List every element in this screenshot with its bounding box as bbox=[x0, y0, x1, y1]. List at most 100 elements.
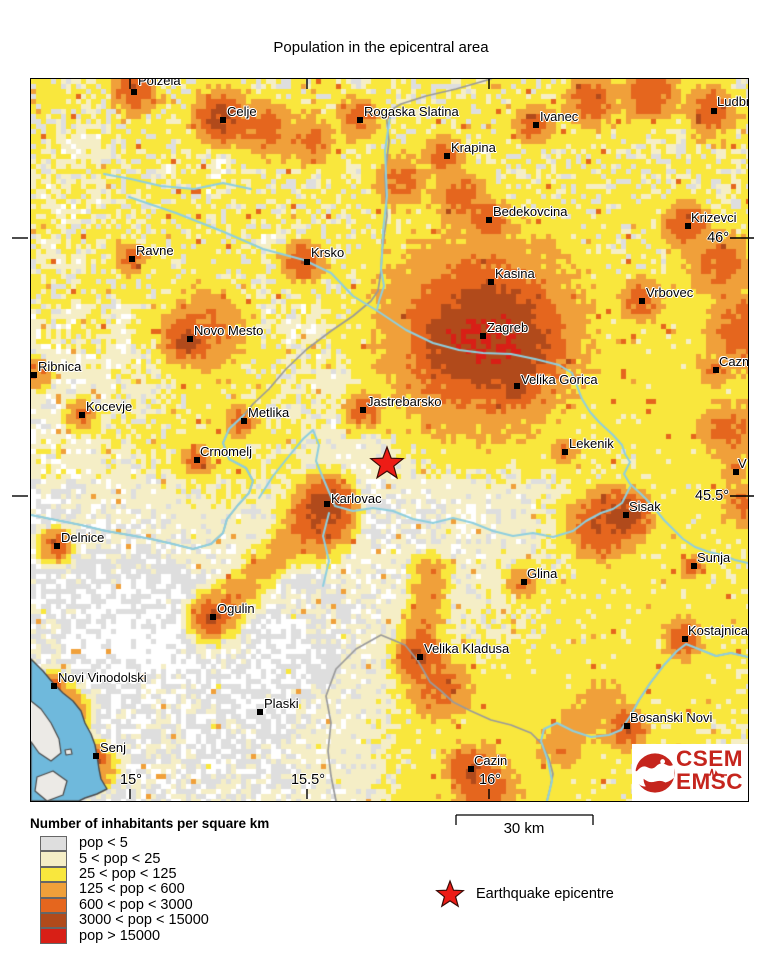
legend-row: 125 < pop < 600 bbox=[30, 881, 269, 898]
city-marker bbox=[514, 383, 520, 389]
city-marker bbox=[324, 501, 330, 507]
city-marker bbox=[521, 579, 527, 585]
city-label: Velika Gorica bbox=[521, 372, 598, 387]
city-label: Ogulin bbox=[217, 601, 255, 616]
city-marker bbox=[54, 543, 60, 549]
header-title: Population in the epicentral area bbox=[273, 39, 489, 56]
city-label: Metlika bbox=[248, 405, 290, 420]
city-label: Krizevci bbox=[691, 210, 737, 225]
city-label: Glina bbox=[527, 566, 558, 581]
city-marker bbox=[241, 418, 247, 424]
legend-row: pop < 5 bbox=[30, 835, 269, 852]
legend-swatch bbox=[40, 866, 67, 883]
city-label: Ivanec bbox=[540, 109, 579, 124]
legend-row: pop > 15000 bbox=[30, 927, 269, 944]
city-label: Celje bbox=[227, 104, 257, 119]
legend-label: 25 < pop < 125 bbox=[79, 865, 177, 882]
city-marker bbox=[480, 333, 486, 339]
population-heatmap-canvas bbox=[31, 79, 748, 801]
legend-label: pop > 15000 bbox=[79, 927, 161, 944]
legend-label: 3000 < pop < 15000 bbox=[79, 912, 209, 929]
city-label: Ludbreg bbox=[717, 94, 748, 109]
city-label: Delnice bbox=[61, 530, 105, 545]
city-label: Polzela bbox=[138, 78, 181, 88]
latitude-label: 45.5° bbox=[694, 488, 729, 504]
city-label: Zagreb bbox=[487, 320, 529, 335]
seismogram-icon bbox=[704, 768, 727, 781]
city-marker bbox=[79, 412, 85, 418]
epicentre-key-label: Earthquake epicentre bbox=[476, 886, 614, 902]
city-label: Kostajnica bbox=[688, 623, 748, 638]
legend-label: 125 < pop < 600 bbox=[79, 881, 185, 898]
city-label: V bbox=[738, 456, 747, 471]
city-marker bbox=[711, 108, 717, 114]
city-label: Vrbovec bbox=[646, 285, 694, 300]
city-label: Plaski bbox=[264, 696, 299, 711]
city-label: Kasina bbox=[495, 266, 535, 281]
city-marker bbox=[51, 683, 57, 689]
legend-row: 25 < pop < 125 bbox=[30, 865, 269, 883]
legend-row: 3000 < pop < 15000 bbox=[30, 912, 269, 929]
city-label: Senj bbox=[100, 740, 127, 755]
city-marker bbox=[623, 512, 629, 518]
legend-swatch bbox=[40, 851, 67, 867]
city-marker bbox=[486, 217, 492, 223]
city-marker bbox=[713, 367, 719, 373]
emsc-globe-icon bbox=[634, 753, 675, 793]
city-marker bbox=[360, 407, 366, 413]
legend-title: Number of inhabitants per square km bbox=[30, 816, 270, 831]
city-marker bbox=[357, 117, 363, 123]
city-label: Novi Vinodolski bbox=[58, 670, 147, 685]
city-label: Sisak bbox=[629, 499, 661, 514]
city-marker bbox=[488, 279, 494, 285]
city-label: Kocevje bbox=[86, 399, 133, 414]
city-marker bbox=[210, 614, 216, 620]
city-marker bbox=[304, 259, 310, 265]
legend-swatch bbox=[40, 928, 67, 944]
epicentre-key-star-icon bbox=[435, 879, 465, 908]
scale-bar-label: 30 km bbox=[503, 820, 545, 837]
map-frame: Polzela Celje Rogaska Slatina Ivanec Ludbreg… bbox=[30, 78, 749, 802]
city-marker bbox=[444, 153, 450, 159]
city-label: Lekenik bbox=[569, 436, 614, 451]
city-marker bbox=[187, 336, 193, 342]
city-marker bbox=[194, 457, 200, 463]
longitude-label: 16° bbox=[479, 772, 501, 788]
legend-row: 600 < pop < 3000 bbox=[30, 896, 269, 913]
city-marker bbox=[220, 117, 226, 123]
city-label: Karlovac bbox=[331, 491, 382, 506]
legend-row: 5 < pop < 25 bbox=[30, 850, 269, 867]
legend-swatch bbox=[40, 836, 67, 852]
city-label: Ribnica bbox=[38, 359, 82, 374]
city-marker bbox=[624, 723, 630, 729]
city-marker bbox=[31, 372, 37, 378]
city-label: Cazma bbox=[719, 354, 748, 369]
legend-label: pop < 5 bbox=[79, 835, 128, 852]
city-label: Velika Kladusa bbox=[424, 641, 510, 656]
longitude-label: 15.5° bbox=[290, 772, 326, 788]
latitude-label: 46° bbox=[707, 230, 729, 246]
city-marker bbox=[468, 766, 474, 772]
city-label: Cazin bbox=[474, 753, 508, 768]
legend-label: 5 < pop < 25 bbox=[79, 850, 161, 867]
city-marker bbox=[129, 256, 135, 262]
city-label: Sunja bbox=[697, 550, 731, 565]
city-marker bbox=[682, 636, 688, 642]
city-label: Rogaska Slatina bbox=[364, 104, 459, 119]
city-label: Novo Mesto bbox=[194, 323, 264, 338]
city-marker bbox=[93, 753, 99, 759]
city-label: Ravne bbox=[136, 243, 174, 258]
city-label: Bedekovcina bbox=[493, 204, 568, 219]
city-marker bbox=[639, 298, 645, 304]
city-marker bbox=[131, 89, 137, 95]
legend-label: 600 < pop < 3000 bbox=[79, 896, 193, 913]
city-marker bbox=[417, 654, 423, 660]
city-label: Bosanski Novi bbox=[630, 710, 713, 725]
longitude-label: 15° bbox=[120, 772, 142, 788]
legend-swatch bbox=[40, 882, 67, 898]
csem-emsc-logo: CSEM EMSC bbox=[632, 744, 748, 801]
city-label: Krsko bbox=[311, 245, 345, 260]
city-marker bbox=[533, 122, 539, 128]
